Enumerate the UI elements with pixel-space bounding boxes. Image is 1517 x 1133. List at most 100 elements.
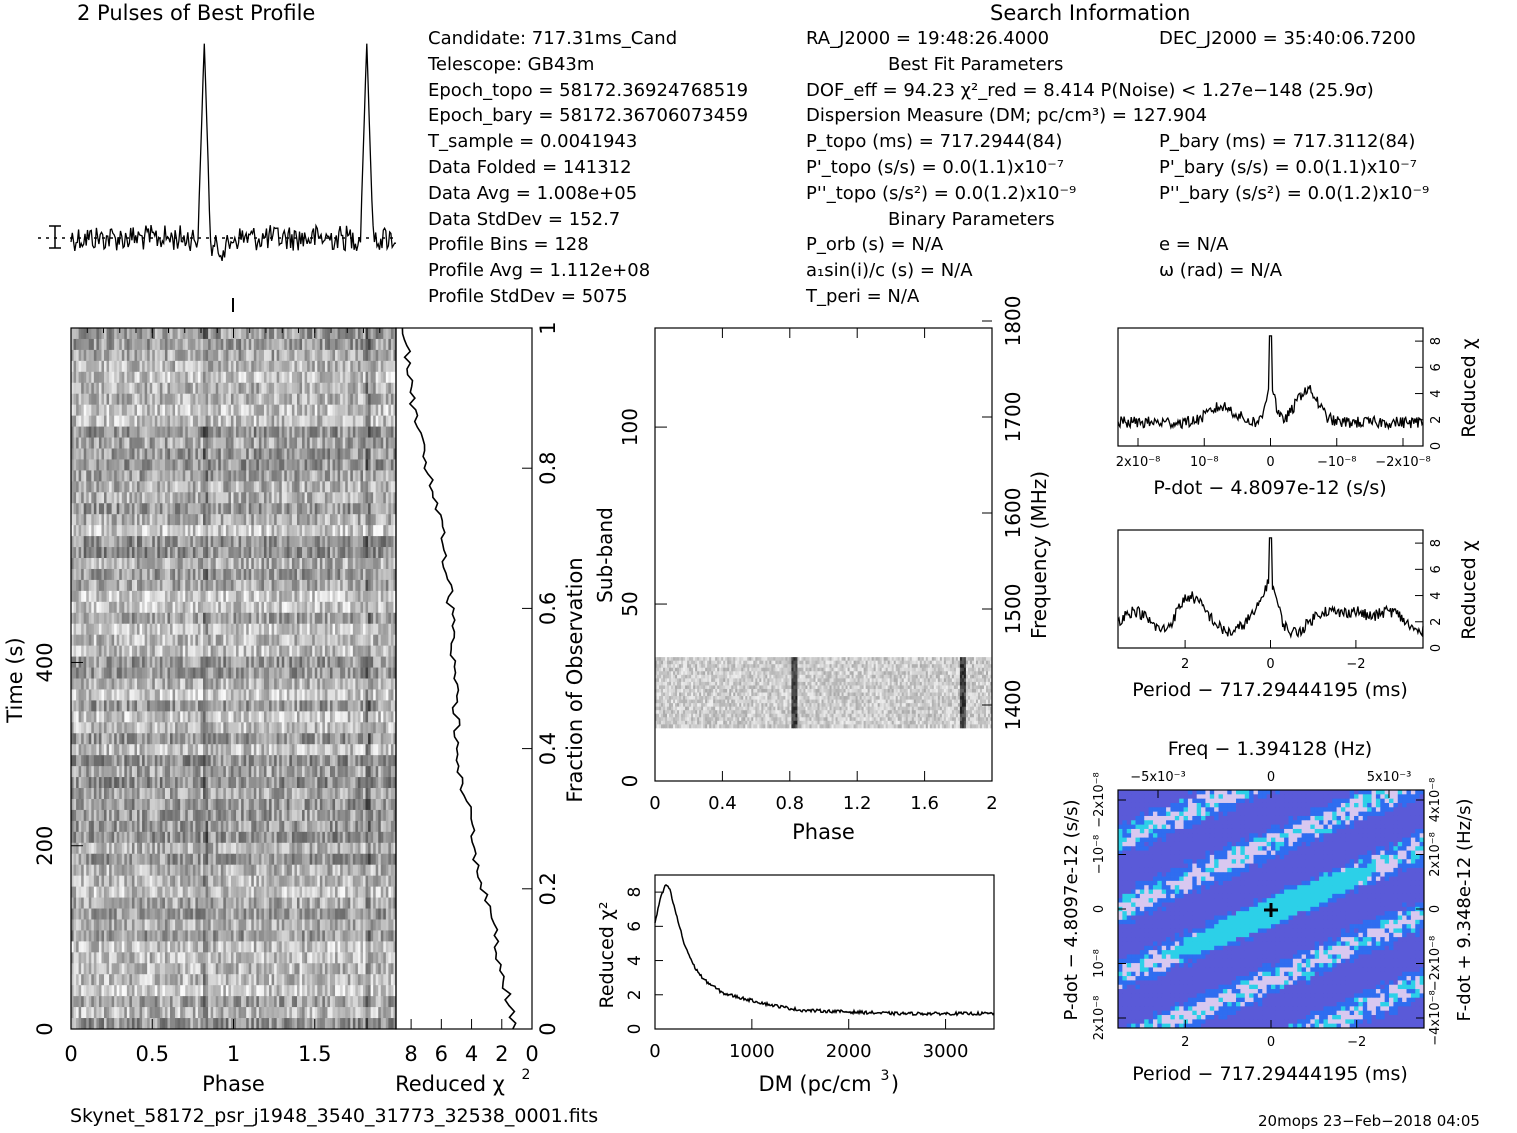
time-phase-cell: [91, 525, 94, 536]
time-phase-cell: [333, 624, 336, 635]
time-phase-cell: [74, 624, 77, 635]
time-phase-cell: [190, 711, 193, 722]
time-phase-cell: [320, 580, 323, 591]
time-phase-cell: [218, 427, 221, 438]
time-phase-cell: [391, 383, 394, 394]
time-phase-cell: [234, 668, 237, 679]
time-phase-cell: [366, 733, 369, 744]
time-phase-cell: [84, 547, 87, 558]
time-phase-cell: [333, 328, 336, 339]
time-phase-cell: [228, 558, 231, 569]
time-phase-cell: [234, 689, 237, 700]
time-phase-cell: [94, 558, 97, 569]
time-phase-cell: [198, 744, 201, 755]
time-phase-cell: [335, 470, 338, 481]
time-phase-cell: [218, 733, 221, 744]
time-phase-cell: [231, 427, 234, 438]
time-phase-cell: [355, 492, 358, 503]
time-phase-cell: [223, 624, 226, 635]
time-phase-cell: [155, 492, 158, 503]
time-phase-cell: [244, 700, 247, 711]
time-phase-cell: [343, 416, 346, 427]
time-phase-cell: [160, 700, 163, 711]
time-phase-cell: [348, 405, 351, 416]
time-phase-cell: [381, 733, 384, 744]
time-phase-cell: [312, 569, 315, 580]
time-phase-cell: [203, 722, 206, 733]
time-phase-cell: [200, 350, 203, 361]
time-phase-cell: [264, 558, 267, 569]
time-phase-cell: [294, 383, 297, 394]
time-phase-cell: [330, 602, 333, 613]
time-phase-cell: [198, 405, 201, 416]
time-phase-cell: [360, 394, 363, 405]
time-phase-cell: [249, 624, 252, 635]
time-phase-cell: [373, 646, 376, 657]
time-phase-cell: [236, 657, 239, 668]
time-phase-cell: [363, 416, 366, 427]
time-phase-cell: [310, 689, 313, 700]
time-phase-cell: [264, 700, 267, 711]
time-phase-cell: [267, 580, 270, 591]
time-phase-cell: [206, 646, 209, 657]
time-phase-cell: [371, 394, 374, 405]
time-phase-cell: [132, 525, 135, 536]
time-phase-cell: [89, 635, 92, 646]
time-phase-cell: [150, 481, 153, 492]
time-phase-cell: [279, 558, 282, 569]
time-phase-cell: [371, 668, 374, 679]
time-phase-cell: [185, 361, 188, 372]
time-phase-cell: [244, 558, 247, 569]
time-phase-cell: [363, 711, 366, 722]
time-phase-cell: [96, 591, 99, 602]
time-phase-cell: [277, 438, 280, 449]
time-phase-cell: [340, 580, 343, 591]
time-phase-cell: [231, 492, 234, 503]
time-phase-cell: [124, 733, 127, 744]
time-phase-cell: [183, 580, 186, 591]
time-phase-cell: [355, 405, 358, 416]
time-phase-cell: [112, 470, 115, 481]
time-phase-cell: [132, 394, 135, 405]
time-phase-cell: [246, 689, 249, 700]
time-phase-cell: [277, 711, 280, 722]
time-phase-cell: [183, 350, 186, 361]
time-phase-cell: [101, 525, 104, 536]
time-phase-cell: [107, 459, 110, 470]
time-phase-cell: [287, 591, 290, 602]
time-phase-cell: [371, 711, 374, 722]
time-phase-cell: [173, 558, 176, 569]
time-phase-cell: [206, 744, 209, 755]
time-phase-cell: [300, 580, 303, 591]
time-phase-cell: [221, 711, 224, 722]
time-phase-cell: [124, 646, 127, 657]
time-phase-cell: [200, 744, 203, 755]
time-phase-cell: [195, 569, 198, 580]
time-phase-cell: [269, 722, 272, 733]
time-phase-cell: [287, 372, 290, 383]
time-phase-cell: [391, 657, 394, 668]
time-phase-cell: [142, 668, 145, 679]
time-phase-cell: [267, 350, 270, 361]
time-phase-cell: [297, 689, 300, 700]
time-phase-cell: [254, 383, 257, 394]
time-phase-cell: [117, 525, 120, 536]
time-phase-cell: [333, 350, 336, 361]
time-phase-cell: [292, 492, 295, 503]
time-phase-cell: [373, 657, 376, 668]
time-phase-cell: [155, 361, 158, 372]
time-phase-cell: [162, 569, 165, 580]
time-phase-cell: [178, 394, 181, 405]
time-phase-cell: [330, 525, 333, 536]
time-phase-cell: [104, 525, 107, 536]
time-phase-cell: [226, 558, 229, 569]
time-phase-cell: [239, 470, 242, 481]
time-phase-cell: [86, 689, 89, 700]
time-phase-cell: [137, 459, 140, 470]
time-phase-cell: [325, 679, 328, 690]
time-phase-cell: [112, 503, 115, 514]
time-phase-cell: [226, 657, 229, 668]
time-phase-cell: [325, 481, 328, 492]
time-phase-cell: [378, 503, 381, 514]
time-phase-cell: [312, 383, 315, 394]
